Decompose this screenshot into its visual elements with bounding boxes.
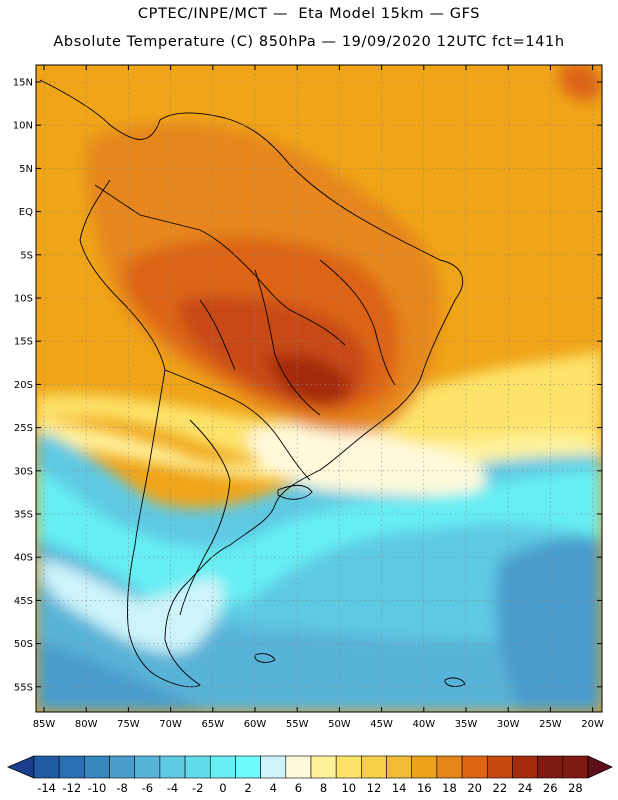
colorbar-swatch — [512, 755, 538, 779]
colorbar-swatch — [562, 755, 589, 779]
colorbar-label: 0 — [219, 781, 226, 795]
lon-label: 50W — [328, 719, 351, 730]
lon-label: 20W — [581, 719, 604, 730]
colorbar-swatch — [310, 755, 337, 779]
lat-label: 20S — [14, 380, 33, 391]
colorbar-swatch — [411, 755, 438, 779]
colorbar-swatch — [58, 755, 85, 779]
lon-label: 40W — [412, 719, 435, 730]
colorbar-swatch — [84, 755, 110, 779]
field-yellow-belt — [36, 350, 602, 470]
coastlines — [39, 79, 466, 688]
map-title-line-1: CPTEC/INPE/MCT — Eta Model 15km — GFS — [137, 6, 481, 22]
lon-label: 55W — [286, 719, 309, 730]
lon-label: 30W — [497, 719, 520, 730]
colorbar-label: 24 — [518, 781, 533, 795]
lat-label: EQ — [19, 207, 33, 218]
colorbar-label: 28 — [568, 781, 583, 795]
colorbar-label: 6 — [295, 781, 302, 795]
colorbar-label: 26 — [543, 781, 558, 795]
lat-label: 40S — [14, 553, 33, 564]
field-southern-ocean — [36, 540, 602, 712]
field-patagonia-pale — [40, 560, 224, 653]
colorbar-label: 22 — [493, 781, 508, 795]
latitude-axis: 15N 10N 5N EQ 5S 10S 15S 20S 25S 30S 35S 40S 45S 50S 5… — [13, 78, 602, 693]
colorbar-label: -4 — [167, 781, 178, 795]
colorbar-swatch — [537, 755, 564, 779]
colorbar: -14 -12 -10 -8 -6 -4 -2 0 2 4 6 8 10 12 14 16 18 20 22 24 26… — [6, 755, 613, 795]
colorbar-swatch — [159, 755, 186, 779]
colorbar-label: 12 — [367, 781, 382, 795]
lat-label: 10S — [14, 294, 33, 305]
colorbar-label: 2 — [244, 781, 251, 795]
field-northeast-corner — [560, 65, 602, 102]
colorbar-swatch — [33, 755, 60, 779]
colorbar-swatch — [361, 755, 387, 779]
colorbar-label: -10 — [88, 781, 107, 795]
field-southeast-cold — [496, 536, 602, 712]
colorbar-label: 16 — [417, 781, 432, 795]
colorbar-label: -2 — [192, 781, 203, 795]
colorbar-swatch — [335, 755, 362, 779]
colorbar-label: 18 — [442, 781, 457, 795]
lat-label: 5S — [20, 250, 33, 261]
colorbar-swatch — [134, 755, 161, 779]
longitude-axis: 85W 80W 75W 70W 65W 60W 55W 50W 45W 40W 35W 30W 25W 2… — [33, 65, 604, 730]
lat-label: 50S — [14, 639, 33, 650]
colorbar-label: -12 — [62, 781, 81, 795]
colorbar-swatch — [235, 755, 261, 779]
colorbar-label: -8 — [116, 781, 127, 795]
lon-label: 70W — [159, 719, 182, 730]
lon-label: 25W — [539, 719, 562, 730]
lat-label: 15S — [14, 337, 33, 348]
lon-label: 80W — [75, 719, 98, 730]
field-southwest-cold — [36, 640, 210, 712]
lon-label: 85W — [33, 719, 56, 730]
colorbar-swatch — [109, 755, 136, 779]
colorbar-label: 4 — [270, 781, 277, 795]
lon-label: 75W — [117, 719, 140, 730]
lat-label: 45S — [14, 596, 33, 607]
colorbar-swatch — [386, 755, 413, 779]
colorbar-label: -14 — [37, 781, 56, 795]
colorbar-label: -6 — [142, 781, 153, 795]
colorbar-swatch — [184, 755, 211, 779]
colorbar-swatch — [461, 755, 488, 779]
lon-label: 45W — [370, 719, 393, 730]
temperature-field — [36, 65, 602, 712]
colorbar-swatch — [285, 755, 312, 779]
lon-label: 65W — [201, 719, 224, 730]
lat-label: 10N — [13, 121, 33, 132]
lon-label: 60W — [244, 719, 267, 730]
lat-label: 15N — [13, 78, 33, 89]
colorbar-swatch — [486, 755, 513, 779]
map-title-line-2: Absolute Temperature (C) 850hPa — 19/09/… — [53, 34, 565, 50]
colorbar-arrow-left — [6, 755, 35, 779]
lat-label: 55S — [14, 682, 33, 693]
colorbar-label: 10 — [341, 781, 356, 795]
colorbar-swatch — [209, 755, 236, 779]
lon-label: 35W — [455, 719, 478, 730]
lat-label: 30S — [14, 466, 33, 477]
map-frame — [35, 64, 603, 713]
field-cyan-band — [36, 470, 602, 609]
colorbar-swatch — [260, 755, 287, 779]
field-hotspot — [269, 353, 351, 405]
colorbar-label: 20 — [467, 781, 482, 795]
colorbar-arrow-right — [587, 755, 613, 779]
colorbar-label: 8 — [320, 781, 327, 795]
lat-label: 25S — [14, 423, 33, 434]
lat-label: 35S — [14, 510, 33, 521]
lat-label: 5N — [19, 164, 33, 175]
colorbar-label: 14 — [392, 781, 407, 795]
colorbar-swatch — [436, 755, 463, 779]
